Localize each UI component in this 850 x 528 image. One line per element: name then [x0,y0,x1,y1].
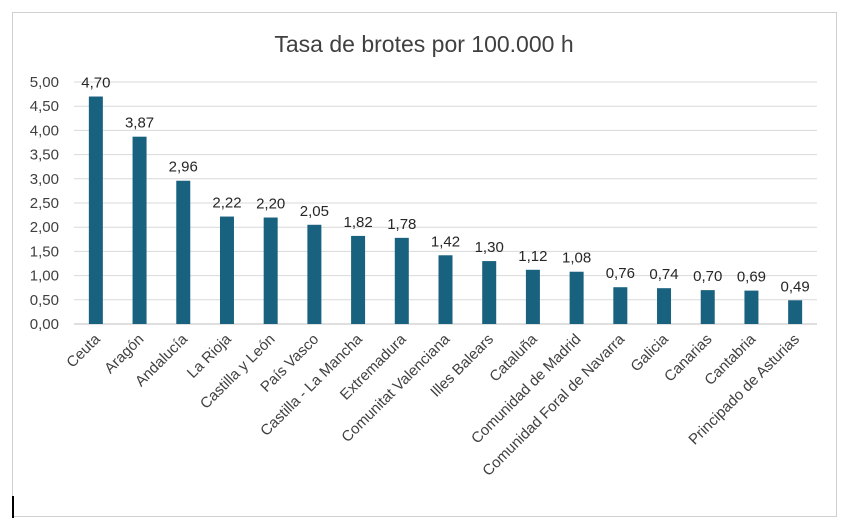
y-tick-label: 4,50 [30,98,59,115]
bar [482,261,497,324]
bar [88,96,103,325]
data-label: 1,82 [343,214,372,231]
data-label: 1,08 [562,250,591,267]
y-tick-label: 2,00 [30,219,59,236]
bar [657,288,672,324]
bar [307,224,322,324]
y-tick-label: 3,50 [30,147,59,164]
gridlines [74,81,817,325]
bar [700,290,715,324]
data-label: 0,49 [781,278,810,295]
text-cursor [12,496,14,518]
bars [88,96,803,325]
data-label: 1,78 [387,216,416,233]
data-label: 0,74 [649,266,678,283]
data-labels: 4,70 3,87 2,96 2,22 2,20 2,05 1,82 1,78 1,42 1,30… [81,75,809,296]
data-label: 1,12 [518,248,547,265]
data-label: 2,22 [212,195,241,212]
data-label: 3,87 [125,115,154,132]
bar [744,290,759,324]
bar [569,271,584,324]
data-label: 0,69 [737,269,766,286]
bar [438,255,453,324]
data-label: 2,96 [169,159,198,176]
data-label: 1,30 [475,239,504,256]
y-tick-label: 1,50 [30,243,59,260]
data-label: 0,70 [693,268,722,285]
chart-frame [12,12,837,517]
data-label: 2,05 [300,203,329,220]
bar [263,217,278,324]
y-axis-tick-labels: 0,00 0,50 1,00 1,50 2,00 2,50 3,00 3,50 4,00 4,50… [30,74,59,333]
y-tick-label: 2,50 [30,195,59,212]
y-tick-label: 0,00 [30,316,59,333]
data-label: 2,20 [256,196,285,213]
data-label: 0,76 [606,265,635,282]
y-tick-label: 3,00 [30,171,59,188]
chart-title: Tasa de brotes por 100.000 h [274,31,573,57]
x-tick-label: Ceuta [63,330,104,371]
y-tick-label: 4,00 [30,122,59,139]
y-tick-label: 1,00 [30,268,59,285]
bar [613,287,628,324]
bar [219,216,234,324]
bar [525,269,540,324]
bar [351,235,366,324]
y-tick-label: 5,00 [30,74,59,91]
data-label: 1,42 [431,233,460,250]
data-label: 4,70 [81,75,110,92]
bar [788,300,803,324]
y-tick-label: 0,50 [30,292,59,309]
bar [132,136,147,324]
bar [176,180,191,324]
bar [394,237,409,324]
